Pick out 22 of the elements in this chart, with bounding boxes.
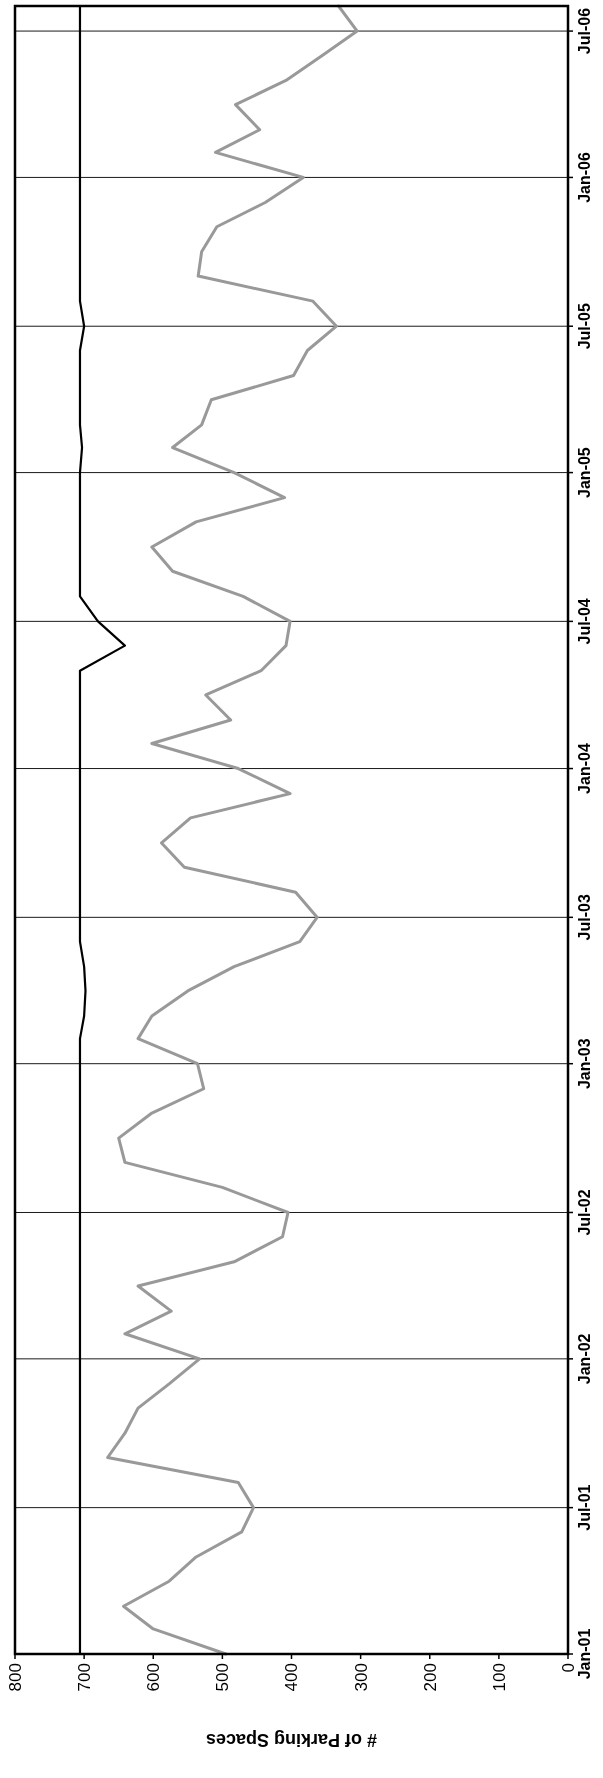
x-tick-label: 300 — [351, 1663, 371, 1692]
x-tick-label: 600 — [144, 1663, 164, 1692]
y-tick-label: Jul-05 — [576, 303, 593, 350]
x-tick-label: 100 — [489, 1663, 509, 1692]
y-tick-label: Jul-06 — [576, 7, 593, 55]
x-tick-label: 400 — [282, 1663, 302, 1692]
y-tick-label: Jul-02 — [576, 1189, 593, 1236]
y-tick-label: Jul-03 — [576, 894, 593, 941]
y-tick-label: Jan-05 — [576, 447, 593, 498]
y-tick-label: Jan-04 — [576, 743, 593, 794]
y-tick-label: Jan-02 — [576, 1333, 593, 1385]
y-tick-label: Jul-04 — [576, 598, 593, 645]
y-tick-label: Jan-01 — [576, 1628, 593, 1680]
x-tick-label: 500 — [213, 1663, 233, 1692]
x-tick-label: 0 — [558, 1663, 578, 1673]
y-tick-label: Jul-01 — [576, 1484, 593, 1531]
x-tick-label: 800 — [5, 1663, 25, 1692]
x-tick-label: 700 — [75, 1663, 95, 1692]
y-tick-label: Jan-03 — [576, 1038, 593, 1090]
x-axis-title: # of Parking Spaces — [205, 1729, 378, 1750]
x-tick-label: 200 — [420, 1663, 440, 1692]
y-tick-label: Jan-06 — [576, 151, 593, 203]
